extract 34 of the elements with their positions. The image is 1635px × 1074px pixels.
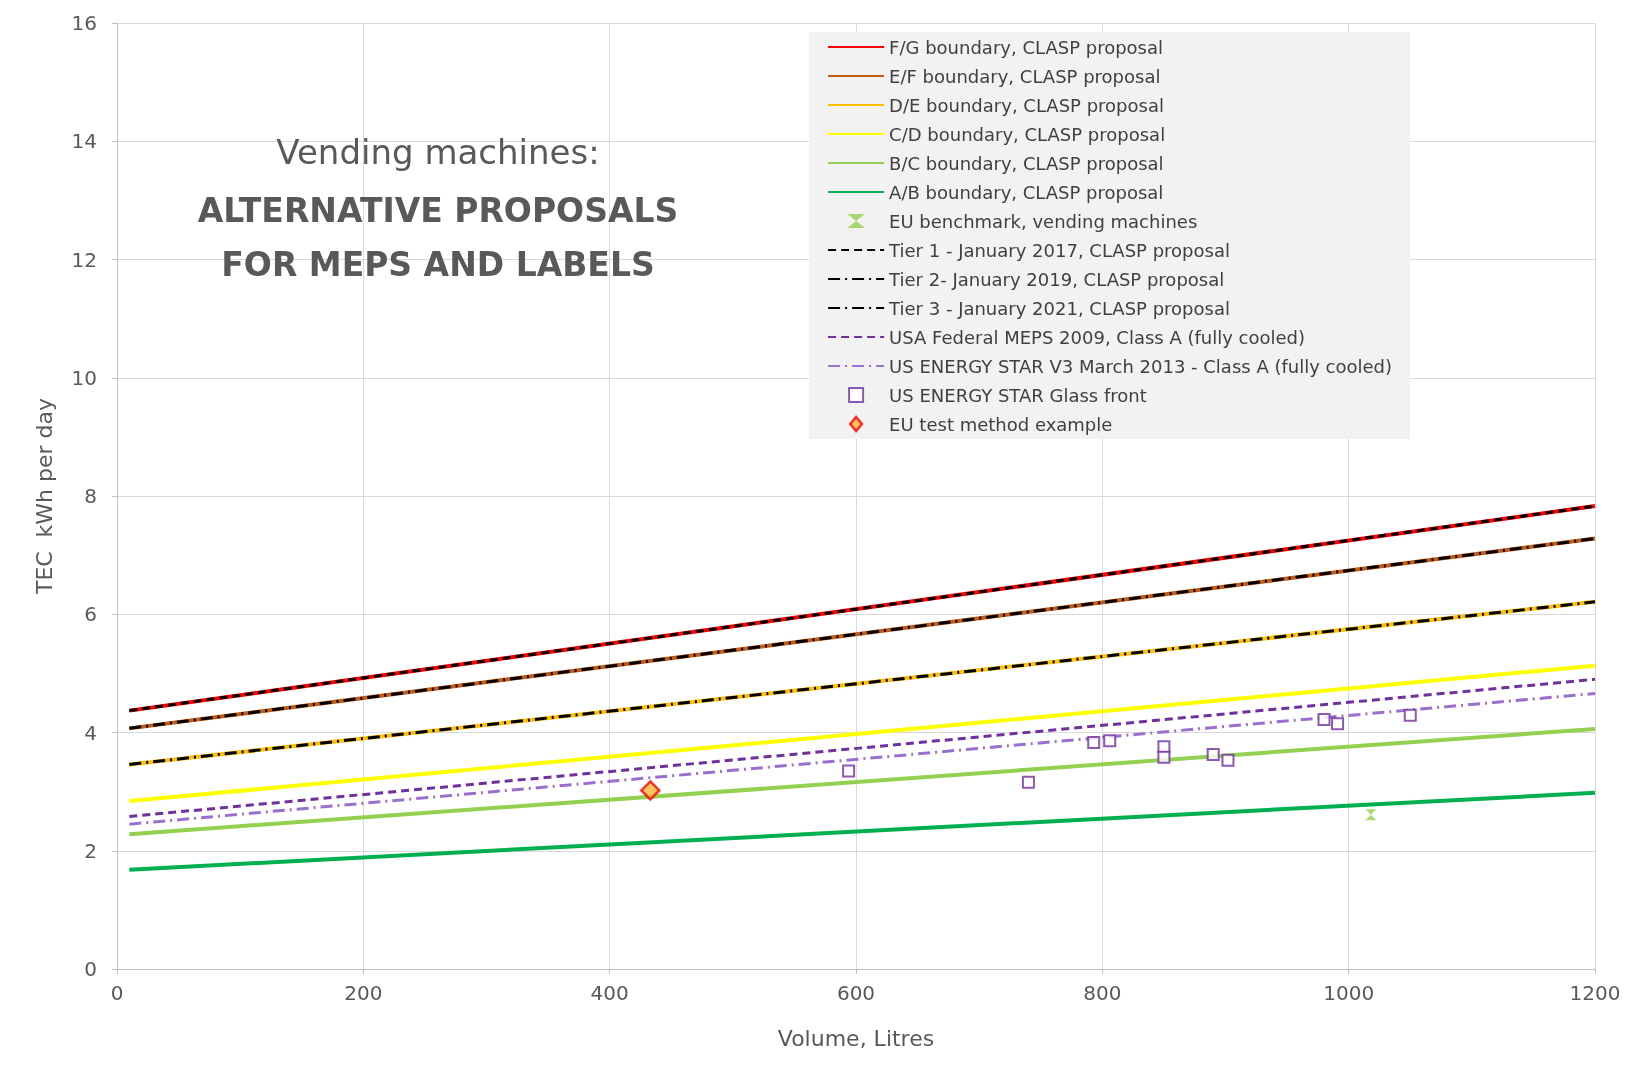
legend-label: USA Federal MEPS 2009, Class A (fully cooled) bbox=[889, 326, 1306, 348]
legend-label: Tier 2- January 2019, CLASP proposal bbox=[888, 268, 1225, 290]
legend-label: EU test method example bbox=[889, 413, 1113, 435]
x-tick-label: 200 bbox=[344, 981, 383, 1005]
legend-label: US ENERGY STAR V3 March 2013 - Class A (fully cooled) bbox=[889, 355, 1392, 377]
y-tick-label: 8 bbox=[84, 484, 97, 508]
y-tick-label: 6 bbox=[84, 602, 97, 627]
y-tick-label: 12 bbox=[71, 247, 97, 272]
legend-label: E/F boundary, CLASP proposal bbox=[889, 65, 1161, 87]
x-tick-label: 1200 bbox=[1569, 981, 1621, 1005]
legend-label: F/G boundary, CLASP proposal bbox=[889, 36, 1164, 58]
y-tick-label: 16 bbox=[71, 11, 97, 35]
y-tick-label: 10 bbox=[71, 365, 97, 390]
x-tick-label: 600 bbox=[836, 981, 876, 1005]
y-tick-label: 4 bbox=[84, 720, 97, 745]
legend-label: Tier 3 - January 2021, CLASP proposal bbox=[888, 297, 1230, 319]
y-tick-label: 0 bbox=[84, 957, 97, 981]
x-tick-label: 0 bbox=[110, 981, 124, 1005]
x-tick-label: 400 bbox=[590, 981, 629, 1005]
legend-label: D/E boundary, CLASP proposal bbox=[889, 94, 1164, 116]
text: Vending machines: bbox=[276, 132, 600, 172]
legend-label: EU benchmark, vending machines bbox=[889, 210, 1198, 232]
x-tick-label: 1000 bbox=[1323, 981, 1375, 1005]
x-axis-title: Volume, Litres bbox=[777, 1025, 935, 1051]
legend-label: US ENERGY STAR Glass front bbox=[889, 384, 1147, 406]
legend-label: A/B boundary, CLASP proposal bbox=[889, 181, 1164, 203]
text: ALTERNATIVE PROPOSALS FOR MEPS AND LABELS bbox=[197, 190, 679, 284]
y-axis-title: TEC kWh per day bbox=[31, 397, 57, 596]
y-tick-label: 2 bbox=[84, 838, 97, 863]
legend-label: Tier 1 - January 2017, CLASP proposal bbox=[888, 239, 1230, 261]
y-tick-label: 14 bbox=[71, 129, 97, 154]
legend-label: B/C boundary, CLASP proposal bbox=[889, 152, 1164, 174]
x-tick-label: 800 bbox=[1083, 981, 1122, 1005]
legend-label: C/D boundary, CLASP proposal bbox=[889, 123, 1166, 145]
